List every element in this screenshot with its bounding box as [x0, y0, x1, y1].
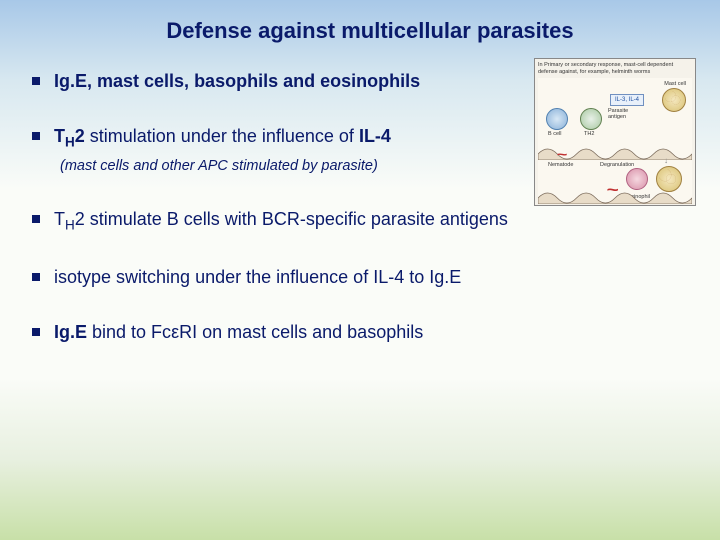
label-bcell: B cell	[548, 131, 561, 137]
label-parasite-antigen: Parasite antigen	[608, 108, 638, 120]
mast-cell-icon	[662, 88, 686, 112]
bullet-3: TH2 stimulate B cells with BCR-specific …	[30, 208, 690, 234]
label-th: TH2	[584, 131, 594, 137]
bullet-3-text: TH2 stimulate B cells with BCR-specific …	[54, 209, 508, 229]
parasite-diagram: In Primary or secondary response, mast-c…	[534, 58, 696, 206]
bullet-1-text: Ig.E, mast cells, basophils and eosinoph…	[54, 71, 420, 91]
page-title: Defense against multicellular parasites	[50, 18, 690, 44]
bullet-2-il4: IL-4	[359, 126, 391, 146]
bullet-4-text: isotype switching under the influence of…	[54, 267, 461, 287]
bullet-5-mid: bind to Fc	[87, 322, 171, 342]
diagram-caption: In Primary or secondary response, mast-c…	[538, 62, 692, 75]
label-nematode: Nematode	[548, 162, 573, 168]
diagram-body: IL-3, IL-4 Mast cell TH2 B cell Parasite…	[538, 78, 692, 202]
nematode-icon: ~	[557, 146, 568, 162]
bullet-5-ige: Ig.E	[54, 322, 87, 342]
arrow-icon: ↓	[664, 156, 668, 165]
tissue-wave-bottom	[538, 186, 692, 204]
bullet-2-rest: stimulation under the influence of	[85, 126, 359, 146]
slide-container: Defense against multicellular parasites …	[0, 0, 720, 540]
label-mast: Mast cell	[664, 81, 686, 87]
bullet-5-eps: ε	[171, 322, 179, 342]
bullet-2-th: TH2	[54, 126, 85, 146]
bullet-4: isotype switching under the influence of…	[30, 266, 690, 289]
bullet-5-post: RI on mast cells and basophils	[179, 322, 423, 342]
th2-cell-icon	[580, 108, 602, 130]
bullet-list-cont: TH2 stimulate B cells with BCR-specific …	[30, 208, 690, 345]
il-label-box: IL-3, IL-4	[610, 94, 644, 106]
b-cell-icon	[546, 108, 568, 130]
bullet-5: Ig.E bind to FcεRI on mast cells and bas…	[30, 321, 690, 344]
label-degranulation: Degranulation	[600, 162, 634, 168]
